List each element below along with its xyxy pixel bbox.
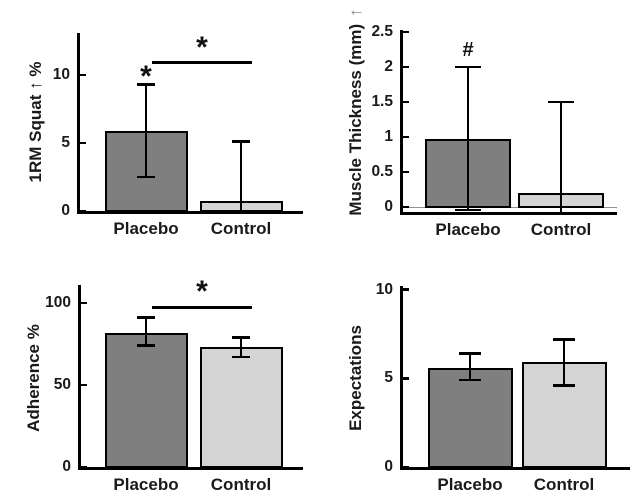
axis-spine-y — [78, 285, 81, 470]
y-tick — [403, 100, 409, 104]
error-cap — [232, 140, 250, 143]
error-bar — [562, 339, 566, 386]
significance-line — [152, 305, 252, 309]
bar-placebo — [427, 367, 513, 469]
y-axis-label: Adherence % — [24, 324, 44, 432]
y-tick — [403, 170, 409, 174]
panel-muscle-thickness: 0 0.5 1 1.5 2 2.5 Muscle Thickness (mm) ↑ Placeb… — [320, 0, 640, 250]
error-bar — [239, 337, 243, 358]
error-cap — [553, 384, 575, 387]
error-bar — [466, 67, 470, 210]
y-axis-label: Muscle Thickness (mm) ↑ — [346, 8, 366, 215]
error-cap — [232, 355, 250, 359]
axis-spine-x — [400, 212, 617, 215]
axis-spine-y — [400, 30, 403, 215]
y-tick — [403, 288, 409, 291]
y-axis-label-text: Adherence % — [24, 324, 43, 432]
error-bar — [239, 141, 243, 211]
y-axis-arrow-icon: ↑ — [346, 8, 365, 17]
axis-spine-y — [77, 33, 80, 214]
error-cap — [137, 175, 155, 179]
y-tick — [403, 465, 409, 469]
marker-star: * — [140, 60, 152, 94]
y-tick-label: 10 — [52, 66, 70, 84]
category-label: Control — [533, 475, 595, 494]
error-bar — [144, 84, 148, 178]
axis-spine-x — [78, 467, 303, 470]
category-label: Placebo — [437, 475, 503, 494]
significance-star: * — [196, 275, 208, 309]
category-label: Control — [210, 219, 272, 238]
category-label: Placebo — [113, 475, 179, 494]
y-tick — [403, 135, 409, 139]
error-bar — [144, 317, 148, 346]
y-tick-label: 0.5 — [371, 163, 393, 181]
error-cap — [548, 100, 574, 104]
y-tick-label: 2 — [384, 58, 393, 76]
error-cap — [137, 83, 155, 86]
y-tick — [80, 141, 86, 145]
error-bar — [559, 102, 563, 212]
y-tick — [80, 73, 86, 77]
y-tick — [403, 65, 409, 69]
y-axis-label-text: Expectations — [346, 325, 365, 431]
y-tick — [403, 30, 409, 34]
axis-spine-y — [400, 286, 403, 470]
y-tick-label: 0 — [384, 458, 393, 475]
y-tick — [80, 209, 86, 213]
error-cap — [459, 352, 481, 355]
axis-spine-x — [400, 467, 630, 470]
y-axis-label-text: 1RM Squat ↑ % — [26, 61, 45, 183]
y-tick — [81, 301, 87, 305]
category-label: Control — [210, 475, 272, 494]
category-label: Placebo — [113, 219, 179, 238]
error-cap — [137, 316, 155, 320]
y-tick — [81, 383, 87, 387]
y-tick-label: 0 — [61, 202, 70, 219]
y-tick-label: 1.5 — [371, 93, 393, 111]
error-cap — [137, 344, 155, 347]
y-axis-label-text: Muscle Thickness (mm) — [346, 23, 365, 216]
category-label: Control — [530, 220, 592, 239]
y-tick — [403, 205, 409, 209]
axis-spine-x — [77, 211, 303, 214]
y-tick-label: 100 — [45, 294, 71, 312]
y-tick-label: 5 — [384, 369, 393, 387]
y-tick-label: 1 — [384, 128, 393, 146]
error-cap — [553, 337, 575, 341]
y-axis-label: Expectations — [346, 325, 366, 431]
y-tick-label: 5 — [61, 134, 70, 152]
error-cap — [455, 65, 481, 69]
y-axis-label: 1RM Squat ↑ % — [26, 62, 46, 183]
bar-control — [199, 347, 283, 469]
error-bar — [468, 353, 472, 381]
y-tick — [403, 376, 409, 380]
significance-star: * — [196, 30, 208, 64]
significance-line — [152, 61, 252, 65]
error-cap — [232, 336, 250, 339]
category-label: Placebo — [435, 220, 501, 239]
y-tick-label: 50 — [53, 376, 71, 394]
y-tick-label: 10 — [375, 280, 393, 298]
error-cap — [455, 208, 481, 212]
panel-expectations: 0 5 10 Expectations Placebo Control — [320, 250, 640, 503]
panel-adherence: 0 50 100 Adherence % Placebo Control * — [0, 250, 320, 503]
y-tick-label: 2.5 — [371, 23, 393, 41]
marker-hash: # — [462, 38, 474, 61]
y-tick-label: 0 — [384, 198, 393, 216]
error-cap — [459, 378, 481, 382]
y-tick-label: 0 — [62, 458, 71, 475]
y-tick — [81, 465, 87, 469]
panel-1rm-squat: 0 5 10 1RM Squat ↑ % Placebo Control * * — [0, 0, 320, 250]
bar-placebo — [104, 332, 188, 469]
